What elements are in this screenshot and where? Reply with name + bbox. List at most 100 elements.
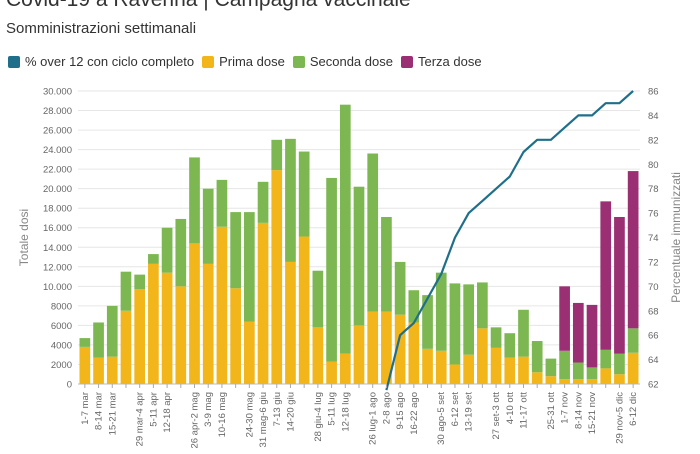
x-tick-label: 29 mar-4 apr [135, 392, 146, 446]
bar-seconda-34[interactable] [545, 358, 557, 377]
bar-seconda-0[interactable] [79, 338, 91, 347]
bar-prima-16[interactable] [298, 236, 310, 384]
bar-seconda-4[interactable] [134, 274, 146, 290]
bar-prima-21[interactable] [367, 311, 379, 384]
bar-prima-9[interactable] [202, 263, 214, 384]
bar-prima-26[interactable] [435, 350, 447, 384]
bar-prima-25[interactable] [422, 348, 433, 384]
y-tick-label: 8000 [51, 301, 72, 312]
bar-terza-40[interactable] [627, 171, 639, 329]
bar-prima-0[interactable] [79, 346, 91, 384]
line-immunizzati[interactable] [385, 90, 634, 391]
bar-terza-38[interactable] [600, 201, 612, 350]
bar-prima-4[interactable] [134, 289, 146, 384]
bar-seconda-21[interactable] [367, 153, 379, 312]
bar-seconda-16[interactable] [298, 151, 310, 237]
legend-item-prima[interactable]: Prima dose [202, 54, 285, 69]
bar-prima-34[interactable] [545, 376, 557, 384]
bar-seconda-29[interactable] [477, 282, 488, 329]
bar-prima-23[interactable] [394, 314, 406, 384]
bar-prima-30[interactable] [490, 347, 502, 384]
bar-terza-39[interactable] [614, 216, 625, 354]
bar-prima-19[interactable] [339, 353, 351, 384]
bar-prima-2[interactable] [106, 356, 118, 384]
legend-swatch-line [8, 55, 20, 68]
bar-prima-33[interactable] [531, 372, 543, 384]
bar-prima-38[interactable] [600, 368, 612, 384]
bar-seconda-27[interactable] [449, 283, 461, 365]
bar-seconda-5[interactable] [148, 254, 159, 264]
bar-prima-24[interactable] [408, 322, 420, 384]
bar-prima-37[interactable] [586, 379, 598, 384]
bar-prima-22[interactable] [381, 311, 392, 384]
bar-prima-10[interactable] [216, 226, 228, 384]
bar-seconda-18[interactable] [326, 177, 337, 362]
bar-seconda-39[interactable] [614, 353, 625, 375]
bar-terza-35[interactable] [559, 286, 570, 351]
legend-item-line[interactable]: % over 12 con ciclo completo [8, 54, 194, 69]
bar-seconda-11[interactable] [230, 212, 241, 289]
bar-seconda-7[interactable] [175, 218, 187, 287]
bar-prima-13[interactable] [257, 222, 269, 384]
bar-seconda-12[interactable] [243, 212, 255, 322]
bar-prima-14[interactable] [271, 170, 283, 384]
bar-prima-40[interactable] [627, 352, 639, 384]
bar-prima-1[interactable] [93, 357, 104, 384]
legend-item-terza[interactable]: Terza dose [400, 54, 482, 69]
bar-prima-3[interactable] [120, 310, 132, 384]
bar-seconda-20[interactable] [353, 186, 365, 326]
bar-prima-28[interactable] [463, 354, 475, 384]
bar-seconda-19[interactable] [339, 104, 351, 354]
y-tick-label: 28.000 [43, 106, 72, 117]
bar-prima-32[interactable] [518, 356, 529, 384]
bar-seconda-36[interactable] [572, 362, 584, 380]
bar-seconda-35[interactable] [559, 350, 570, 380]
bar-seconda-26[interactable] [435, 272, 447, 351]
bar-seconda-2[interactable] [106, 305, 118, 357]
x-tick-label: 6-12 dic [628, 392, 639, 426]
bar-seconda-10[interactable] [216, 179, 228, 227]
y-tick-label: 14.000 [43, 243, 72, 254]
bar-prima-6[interactable] [161, 272, 173, 384]
bar-seconda-32[interactable] [518, 309, 529, 357]
bar-seconda-33[interactable] [531, 341, 543, 373]
bar-prima-20[interactable] [353, 325, 365, 384]
bar-seconda-28[interactable] [463, 284, 475, 355]
bar-prima-12[interactable] [243, 321, 255, 384]
bar-seconda-23[interactable] [394, 261, 406, 315]
bar-prima-29[interactable] [477, 328, 488, 384]
y-axis-ticks: 0 2000 4000 6000 8000 10.000 12.000 14.000 16.00… [43, 87, 72, 391]
bar-prima-31[interactable] [504, 357, 516, 384]
bar-prima-11[interactable] [230, 288, 241, 384]
bar-seconda-30[interactable] [490, 327, 502, 348]
bar-seconda-14[interactable] [271, 139, 283, 171]
bar-seconda-8[interactable] [189, 157, 200, 244]
bar-prima-27[interactable] [449, 364, 461, 384]
bar-seconda-1[interactable] [93, 322, 104, 358]
bar-seconda-40[interactable] [627, 328, 639, 353]
bar-prima-5[interactable] [148, 263, 159, 384]
bar-prima-35[interactable] [559, 379, 570, 384]
bar-seconda-6[interactable] [161, 227, 173, 273]
bar-seconda-31[interactable] [504, 333, 516, 358]
bar-seconda-38[interactable] [600, 349, 612, 369]
bar-prima-7[interactable] [175, 286, 187, 384]
bar-terza-37[interactable] [586, 304, 598, 368]
bar-prima-36[interactable] [572, 379, 584, 384]
bar-seconda-13[interactable] [257, 181, 269, 223]
bar-seconda-22[interactable] [381, 216, 392, 312]
bar-prima-8[interactable] [189, 243, 200, 384]
bar-seconda-25[interactable] [422, 295, 433, 349]
bar-terza-36[interactable] [572, 302, 584, 363]
bar-seconda-3[interactable] [120, 271, 132, 311]
bar-seconda-9[interactable] [202, 188, 214, 264]
bar-prima-39[interactable] [614, 374, 625, 384]
bar-seconda-37[interactable] [586, 367, 598, 380]
bar-prima-15[interactable] [285, 261, 296, 384]
bar-seconda-24[interactable] [408, 290, 420, 323]
bar-prima-17[interactable] [312, 327, 324, 384]
bar-seconda-17[interactable] [312, 270, 324, 328]
legend-item-seconda[interactable]: Seconda dose [292, 54, 393, 69]
bar-seconda-15[interactable] [285, 138, 296, 262]
bar-prima-18[interactable] [326, 361, 337, 384]
